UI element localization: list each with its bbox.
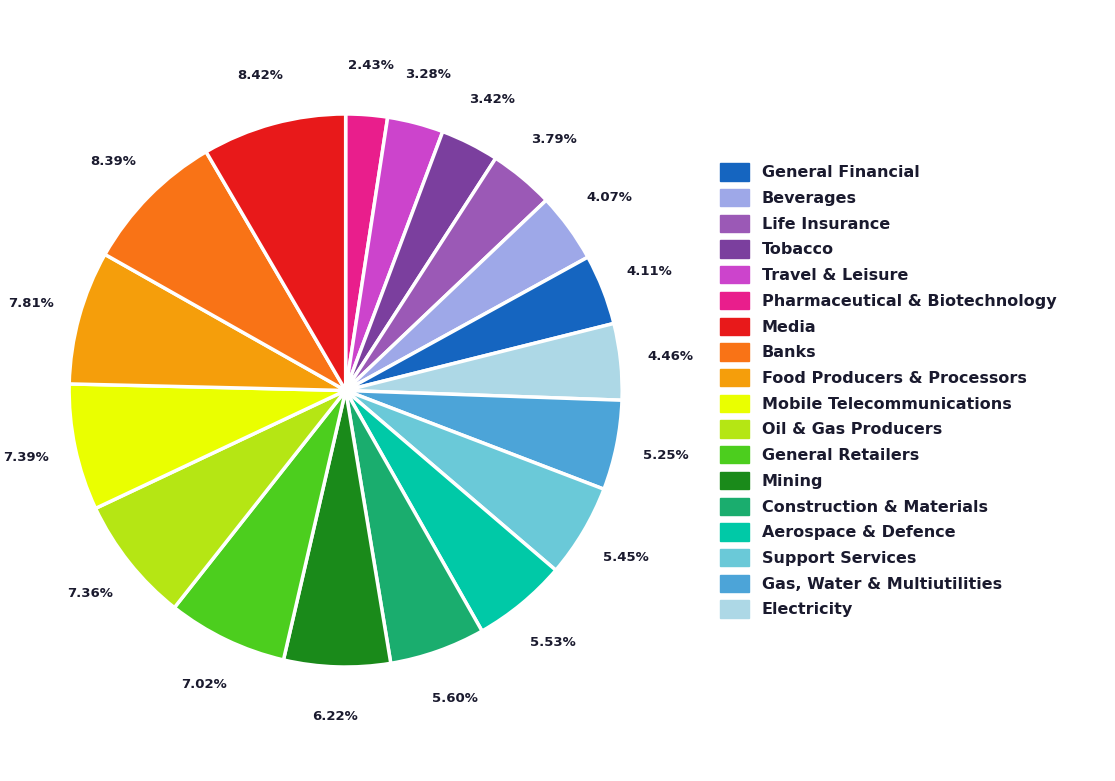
Wedge shape: [346, 159, 546, 390]
Text: 7.36%: 7.36%: [67, 587, 113, 600]
Text: 7.02%: 7.02%: [182, 678, 227, 691]
Text: 7.81%: 7.81%: [8, 298, 54, 310]
Text: 2.43%: 2.43%: [348, 59, 394, 72]
Wedge shape: [346, 390, 555, 631]
Text: 5.25%: 5.25%: [642, 449, 688, 462]
Wedge shape: [346, 390, 604, 570]
Wedge shape: [346, 114, 388, 390]
Text: 7.39%: 7.39%: [3, 451, 49, 465]
Wedge shape: [346, 131, 496, 390]
Text: 5.60%: 5.60%: [432, 692, 477, 704]
Wedge shape: [346, 390, 482, 663]
Wedge shape: [174, 390, 346, 660]
Wedge shape: [346, 117, 443, 390]
Text: 5.53%: 5.53%: [531, 636, 576, 649]
Wedge shape: [105, 152, 346, 390]
Wedge shape: [69, 384, 346, 508]
Wedge shape: [96, 390, 346, 608]
Text: 4.46%: 4.46%: [647, 350, 694, 363]
Text: 5.45%: 5.45%: [603, 551, 649, 564]
Text: 8.39%: 8.39%: [90, 155, 136, 168]
Wedge shape: [346, 200, 588, 390]
Text: 4.11%: 4.11%: [627, 265, 672, 278]
Text: 3.42%: 3.42%: [469, 92, 515, 105]
Text: 3.79%: 3.79%: [531, 133, 576, 146]
Text: 6.22%: 6.22%: [312, 710, 358, 723]
Text: 8.42%: 8.42%: [237, 69, 283, 82]
Text: 4.07%: 4.07%: [586, 191, 632, 205]
Wedge shape: [346, 257, 614, 390]
Wedge shape: [346, 323, 622, 400]
Text: 3.28%: 3.28%: [405, 68, 452, 81]
Wedge shape: [283, 390, 390, 667]
Wedge shape: [69, 255, 346, 390]
Wedge shape: [206, 114, 346, 390]
Wedge shape: [346, 390, 622, 489]
Legend: General Financial, Beverages, Life Insurance, Tobacco, Travel & Leisure, Pharmac: General Financial, Beverages, Life Insur…: [712, 155, 1064, 626]
